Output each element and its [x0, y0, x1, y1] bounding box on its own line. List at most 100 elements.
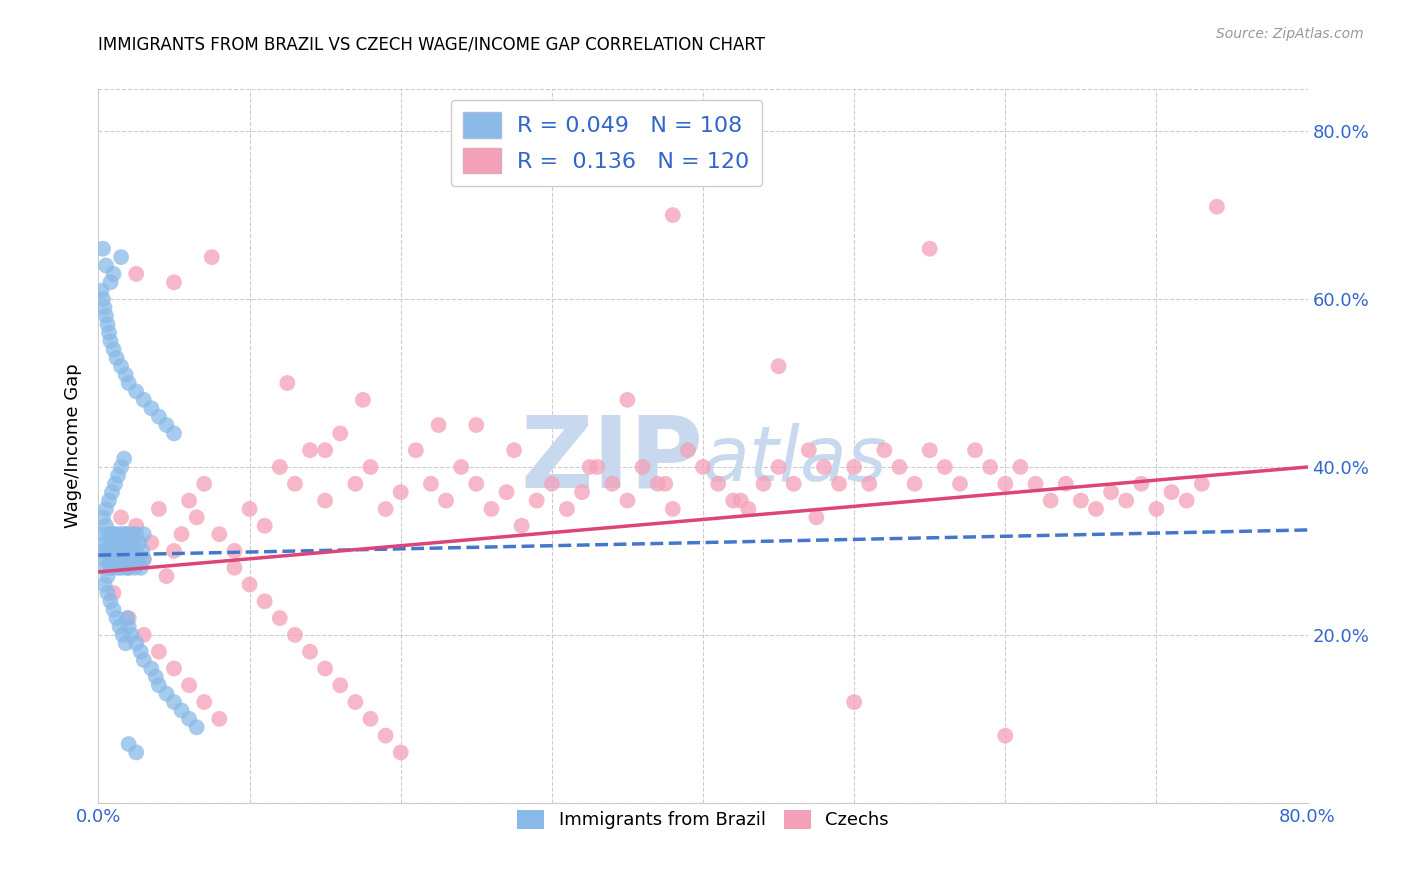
Point	[224, 560, 246, 574]
Point	[1144, 502, 1167, 516]
Point	[110, 460, 132, 475]
Point	[94, 560, 117, 574]
Point	[145, 670, 167, 684]
Point	[114, 544, 136, 558]
Point	[107, 560, 129, 574]
Point	[103, 586, 125, 600]
Point	[122, 535, 145, 549]
Point	[979, 460, 1001, 475]
Point	[118, 552, 141, 566]
Point	[111, 628, 134, 642]
Point	[101, 485, 124, 500]
Point	[1099, 485, 1122, 500]
Point	[389, 746, 412, 760]
Point	[752, 476, 775, 491]
Point	[1175, 493, 1198, 508]
Point	[110, 250, 132, 264]
Point	[93, 301, 115, 315]
Point	[115, 527, 138, 541]
Point	[115, 611, 138, 625]
Point	[949, 476, 972, 491]
Text: ZIP: ZIP	[520, 412, 703, 508]
Point	[904, 476, 927, 491]
Point	[101, 527, 124, 541]
Y-axis label: Wage/Income Gap: Wage/Income Gap	[65, 364, 83, 528]
Point	[118, 376, 141, 390]
Point	[284, 628, 307, 642]
Point	[1070, 493, 1092, 508]
Point	[360, 712, 382, 726]
Point	[344, 476, 367, 491]
Point	[314, 493, 336, 508]
Point	[91, 242, 114, 256]
Point	[105, 552, 128, 566]
Point	[578, 460, 600, 475]
Point	[1206, 200, 1229, 214]
Point	[314, 661, 336, 675]
Point	[129, 645, 152, 659]
Point	[155, 417, 177, 432]
Point	[329, 678, 352, 692]
Point	[141, 535, 163, 549]
Point	[93, 552, 115, 566]
Point	[481, 502, 503, 516]
Point	[121, 552, 143, 566]
Point	[239, 502, 262, 516]
Point	[101, 552, 124, 566]
Point	[828, 476, 851, 491]
Point	[94, 309, 117, 323]
Point	[128, 535, 150, 549]
Point	[844, 460, 866, 475]
Point	[427, 417, 450, 432]
Point	[1130, 476, 1153, 491]
Point	[208, 712, 231, 726]
Point	[465, 417, 488, 432]
Point	[118, 737, 141, 751]
Point	[163, 544, 186, 558]
Text: Source: ZipAtlas.com: Source: ZipAtlas.com	[1216, 27, 1364, 41]
Point	[108, 552, 131, 566]
Point	[91, 527, 114, 541]
Point	[586, 460, 609, 475]
Point	[179, 712, 201, 726]
Point	[918, 242, 941, 256]
Point	[163, 695, 186, 709]
Point	[98, 527, 121, 541]
Point	[132, 653, 155, 667]
Point	[193, 695, 215, 709]
Point	[132, 527, 155, 541]
Point	[100, 535, 122, 549]
Point	[125, 527, 148, 541]
Point	[253, 518, 276, 533]
Point	[299, 443, 322, 458]
Legend: Immigrants from Brazil, Czechs: Immigrants from Brazil, Czechs	[510, 803, 896, 837]
Point	[112, 552, 135, 566]
Point	[692, 460, 714, 475]
Point	[125, 518, 148, 533]
Point	[344, 695, 367, 709]
Point	[352, 392, 374, 407]
Point	[495, 485, 517, 500]
Point	[647, 476, 669, 491]
Point	[100, 594, 122, 608]
Point	[148, 678, 170, 692]
Point	[155, 687, 177, 701]
Point	[118, 611, 141, 625]
Point	[96, 318, 118, 332]
Point	[108, 527, 131, 541]
Point	[163, 426, 186, 441]
Point	[374, 502, 396, 516]
Point	[676, 443, 699, 458]
Point	[129, 560, 152, 574]
Point	[110, 535, 132, 549]
Point	[91, 292, 114, 306]
Point	[110, 510, 132, 524]
Point	[239, 577, 262, 591]
Point	[616, 493, 638, 508]
Point	[329, 426, 352, 441]
Point	[100, 560, 122, 574]
Point	[100, 544, 122, 558]
Point	[269, 611, 291, 625]
Point	[179, 493, 201, 508]
Point	[1039, 493, 1062, 508]
